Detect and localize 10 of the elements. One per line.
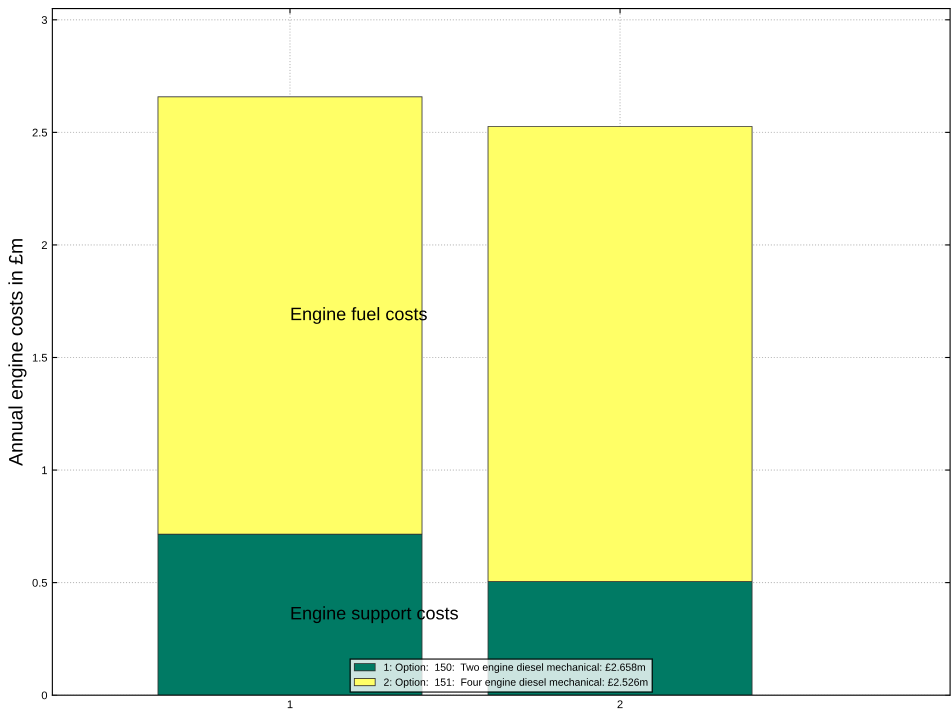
y-tick-label: 1.5 [32,354,48,362]
y-tick-label: 3 [42,16,48,24]
legend-label: 2: Option: 151: Four engine diesel mechanical: £2.526m [384,678,648,688]
y-tick-label: 0.5 [32,578,48,587]
y-axis-title: Annual engine costs in £m [8,239,26,466]
y-tick-label: 1 [42,466,47,474]
y-tick-label: 2.5 [32,128,48,137]
legend-label: 1: Option: 150: Two engine diesel mechanical: £2.658m [384,663,645,673]
y-tick-label: 0 [42,691,48,700]
y-tick-label: 2 [42,241,47,249]
